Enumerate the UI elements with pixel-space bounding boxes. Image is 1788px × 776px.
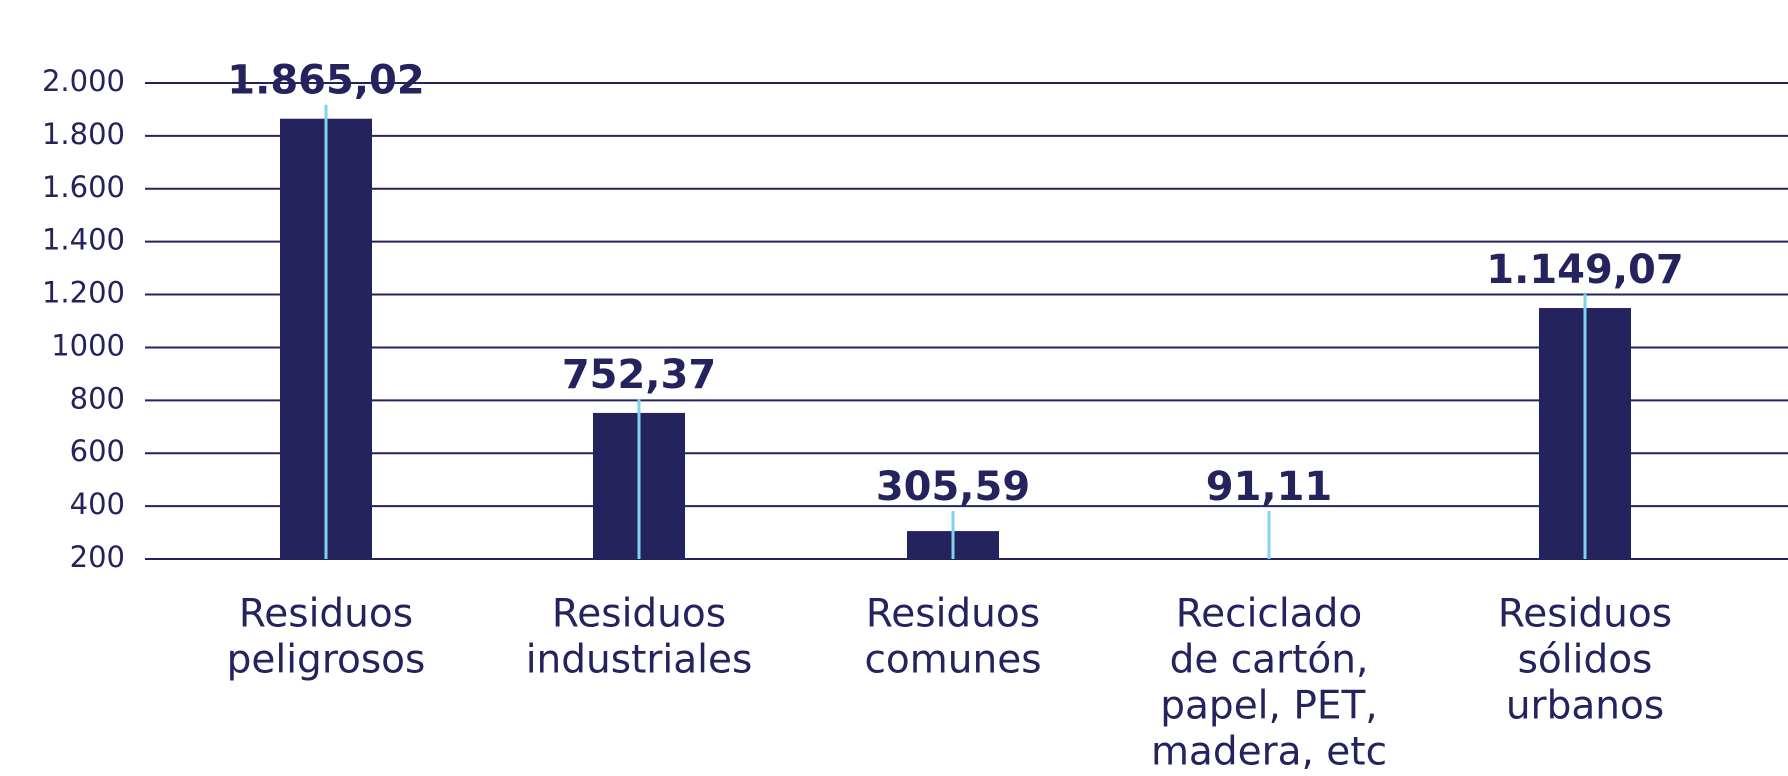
x-tick-label: papel, PET, <box>1160 684 1377 729</box>
value-label: 752,37 <box>562 352 716 398</box>
y-tick-label: 1.800 <box>42 117 125 151</box>
x-tick-label: industriales <box>526 638 753 683</box>
x-tick-label: peligrosos <box>227 638 426 683</box>
y-tick-label: 2.000 <box>42 64 125 98</box>
x-tick-label: sólidos <box>1518 638 1653 683</box>
value-label: 91,11 <box>1206 464 1333 510</box>
x-tick-label: de cartón, <box>1170 638 1369 683</box>
x-tick-label: Reciclado <box>1176 592 1362 637</box>
y-tick-label: 800 <box>70 381 125 415</box>
value-label: 1.149,07 <box>1486 247 1683 293</box>
y-tick-label: 1000 <box>51 328 125 362</box>
y-tick-label: 600 <box>70 434 125 468</box>
x-tick-label: Residuos <box>866 592 1040 637</box>
x-tick-label: madera, etc <box>1151 730 1387 775</box>
value-label: 1.865,02 <box>227 58 424 104</box>
value-label: 305,59 <box>876 464 1030 510</box>
bar <box>1223 559 1315 588</box>
x-tick-label: comunes <box>864 638 1041 683</box>
x-tick-label: urbanos <box>1506 684 1664 729</box>
y-tick-label: 1.200 <box>42 276 125 310</box>
y-tick-label: 200 <box>70 540 125 574</box>
x-tick-label: Residuos <box>239 592 413 637</box>
x-tick-label: Residuos <box>1498 592 1672 637</box>
y-tick-label: 1.600 <box>42 170 125 204</box>
y-tick-label: 400 <box>70 487 125 521</box>
x-tick-label: Residuos <box>552 592 726 637</box>
y-tick-label: 1.400 <box>42 223 125 257</box>
